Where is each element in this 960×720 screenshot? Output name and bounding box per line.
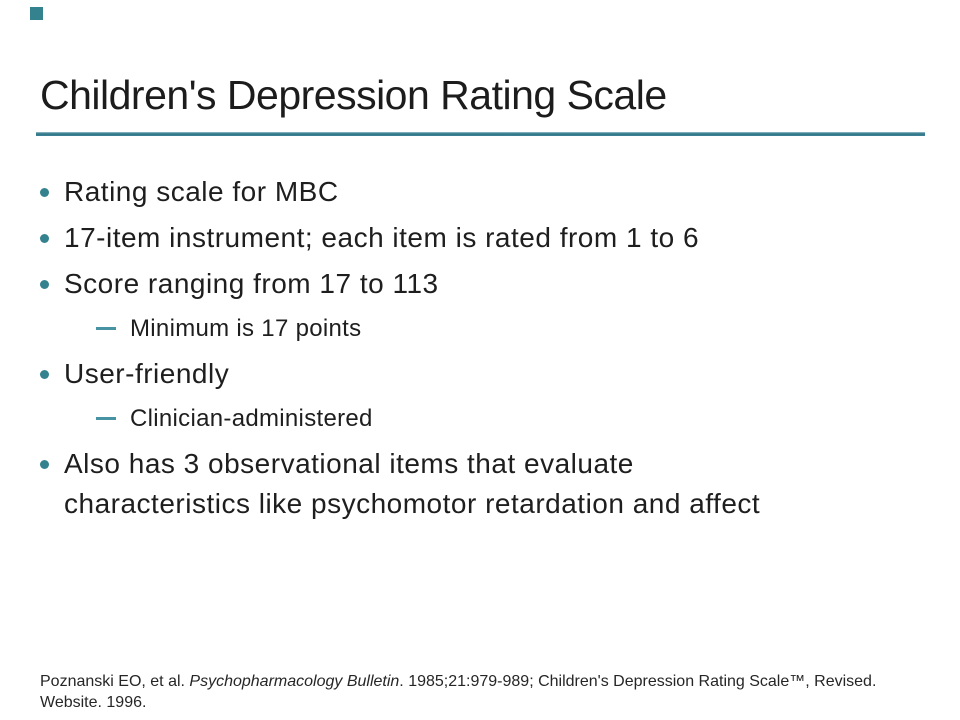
bullet-text: User-friendly bbox=[64, 358, 230, 389]
bullet-item: Score ranging from 17 to 113 bbox=[40, 264, 920, 304]
citation-journal: Psychopharmacology Bulletin bbox=[189, 673, 400, 690]
bullet-icon bbox=[40, 370, 49, 379]
bullet-text: Score ranging from 17 to 113 bbox=[64, 268, 439, 299]
sub-bullet-item: Minimum is 17 points bbox=[40, 310, 920, 348]
citation-line1-post: . 1985;21:979-989; Children's Depression… bbox=[399, 673, 877, 690]
bullet-text: Also has 3 observational items that eval… bbox=[64, 448, 761, 519]
footer-citation: Poznanski EO, et al. Psychopharmacology … bbox=[40, 671, 935, 713]
slide-title: Children's Depression Rating Scale bbox=[40, 72, 667, 118]
bullet-text: Minimum is 17 points bbox=[130, 315, 362, 342]
bullet-icon bbox=[40, 234, 49, 243]
bullet-text: Clinician-administered bbox=[130, 405, 373, 432]
corner-accent-square bbox=[30, 7, 43, 20]
bullet-item: Also has 3 observational items that eval… bbox=[40, 444, 920, 524]
sub-bullet-item: Clinician-administered bbox=[40, 400, 920, 438]
dash-icon bbox=[96, 417, 116, 420]
citation-line1-pre: Poznanski EO, et al. bbox=[40, 673, 190, 690]
bullet-icon bbox=[40, 280, 49, 289]
dash-icon bbox=[96, 327, 116, 330]
bullet-text: Rating scale for MBC bbox=[64, 176, 339, 207]
bullet-item: 17-item instrument; each item is rated f… bbox=[40, 218, 920, 258]
bullet-text: 17-item instrument; each item is rated f… bbox=[64, 222, 700, 253]
bullet-icon bbox=[40, 460, 49, 469]
bullet-icon bbox=[40, 188, 49, 197]
bullet-list: Rating scale for MBC 17-item instrument;… bbox=[40, 172, 920, 530]
bullet-item: Rating scale for MBC bbox=[40, 172, 920, 212]
bullet-item: User-friendly bbox=[40, 354, 920, 394]
citation-line2: Website. 1996. bbox=[40, 694, 147, 711]
title-divider bbox=[36, 132, 925, 136]
